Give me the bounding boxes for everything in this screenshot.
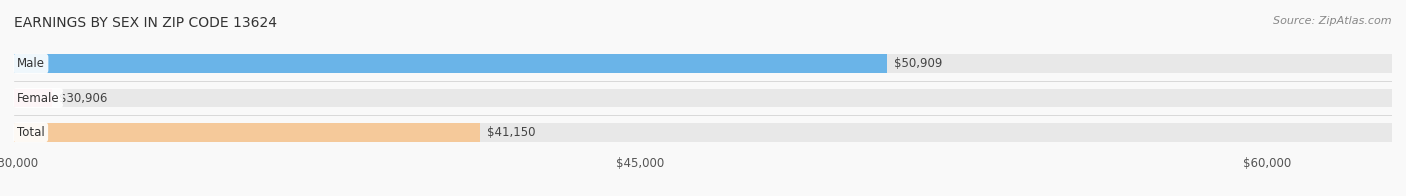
Text: Female: Female bbox=[17, 92, 59, 104]
Bar bbox=[14, 89, 52, 107]
Text: Male: Male bbox=[17, 57, 45, 70]
Text: $41,150: $41,150 bbox=[486, 126, 536, 139]
Bar bbox=[14, 123, 479, 142]
Text: $30,906: $30,906 bbox=[59, 92, 107, 104]
Bar bbox=[14, 123, 1392, 142]
Text: Source: ZipAtlas.com: Source: ZipAtlas.com bbox=[1274, 16, 1392, 26]
Text: $50,909: $50,909 bbox=[894, 57, 942, 70]
Bar bbox=[14, 54, 1392, 73]
Text: EARNINGS BY SEX IN ZIP CODE 13624: EARNINGS BY SEX IN ZIP CODE 13624 bbox=[14, 16, 277, 30]
Bar bbox=[14, 89, 1392, 107]
Text: Total: Total bbox=[17, 126, 45, 139]
Bar bbox=[14, 54, 887, 73]
